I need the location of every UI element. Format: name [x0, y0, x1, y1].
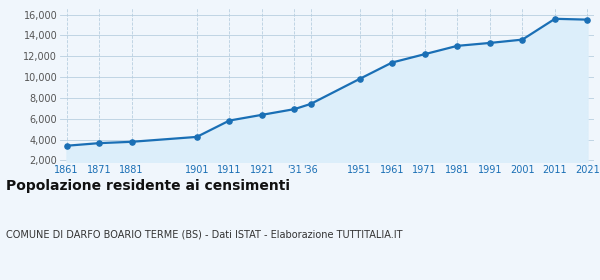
Point [306, 102, 316, 106]
Point [62, 144, 71, 148]
Point [420, 52, 430, 57]
Point [452, 44, 462, 48]
Text: COMUNE DI DARFO BOARIO TERME (BS) - Dati ISTAT - Elaborazione TUTTITALIA.IT: COMUNE DI DARFO BOARIO TERME (BS) - Dati… [6, 230, 403, 240]
Point [290, 107, 299, 111]
Point [388, 60, 397, 65]
Point [518, 37, 527, 42]
Point [355, 77, 364, 81]
Point [192, 135, 202, 139]
Text: Popolazione residente ai censimenti: Popolazione residente ai censimenti [6, 179, 290, 193]
Point [224, 118, 234, 123]
Point [257, 113, 266, 117]
Point [485, 41, 494, 45]
Point [94, 141, 104, 145]
Point [127, 139, 136, 144]
Point [550, 17, 560, 21]
Point [583, 17, 592, 22]
